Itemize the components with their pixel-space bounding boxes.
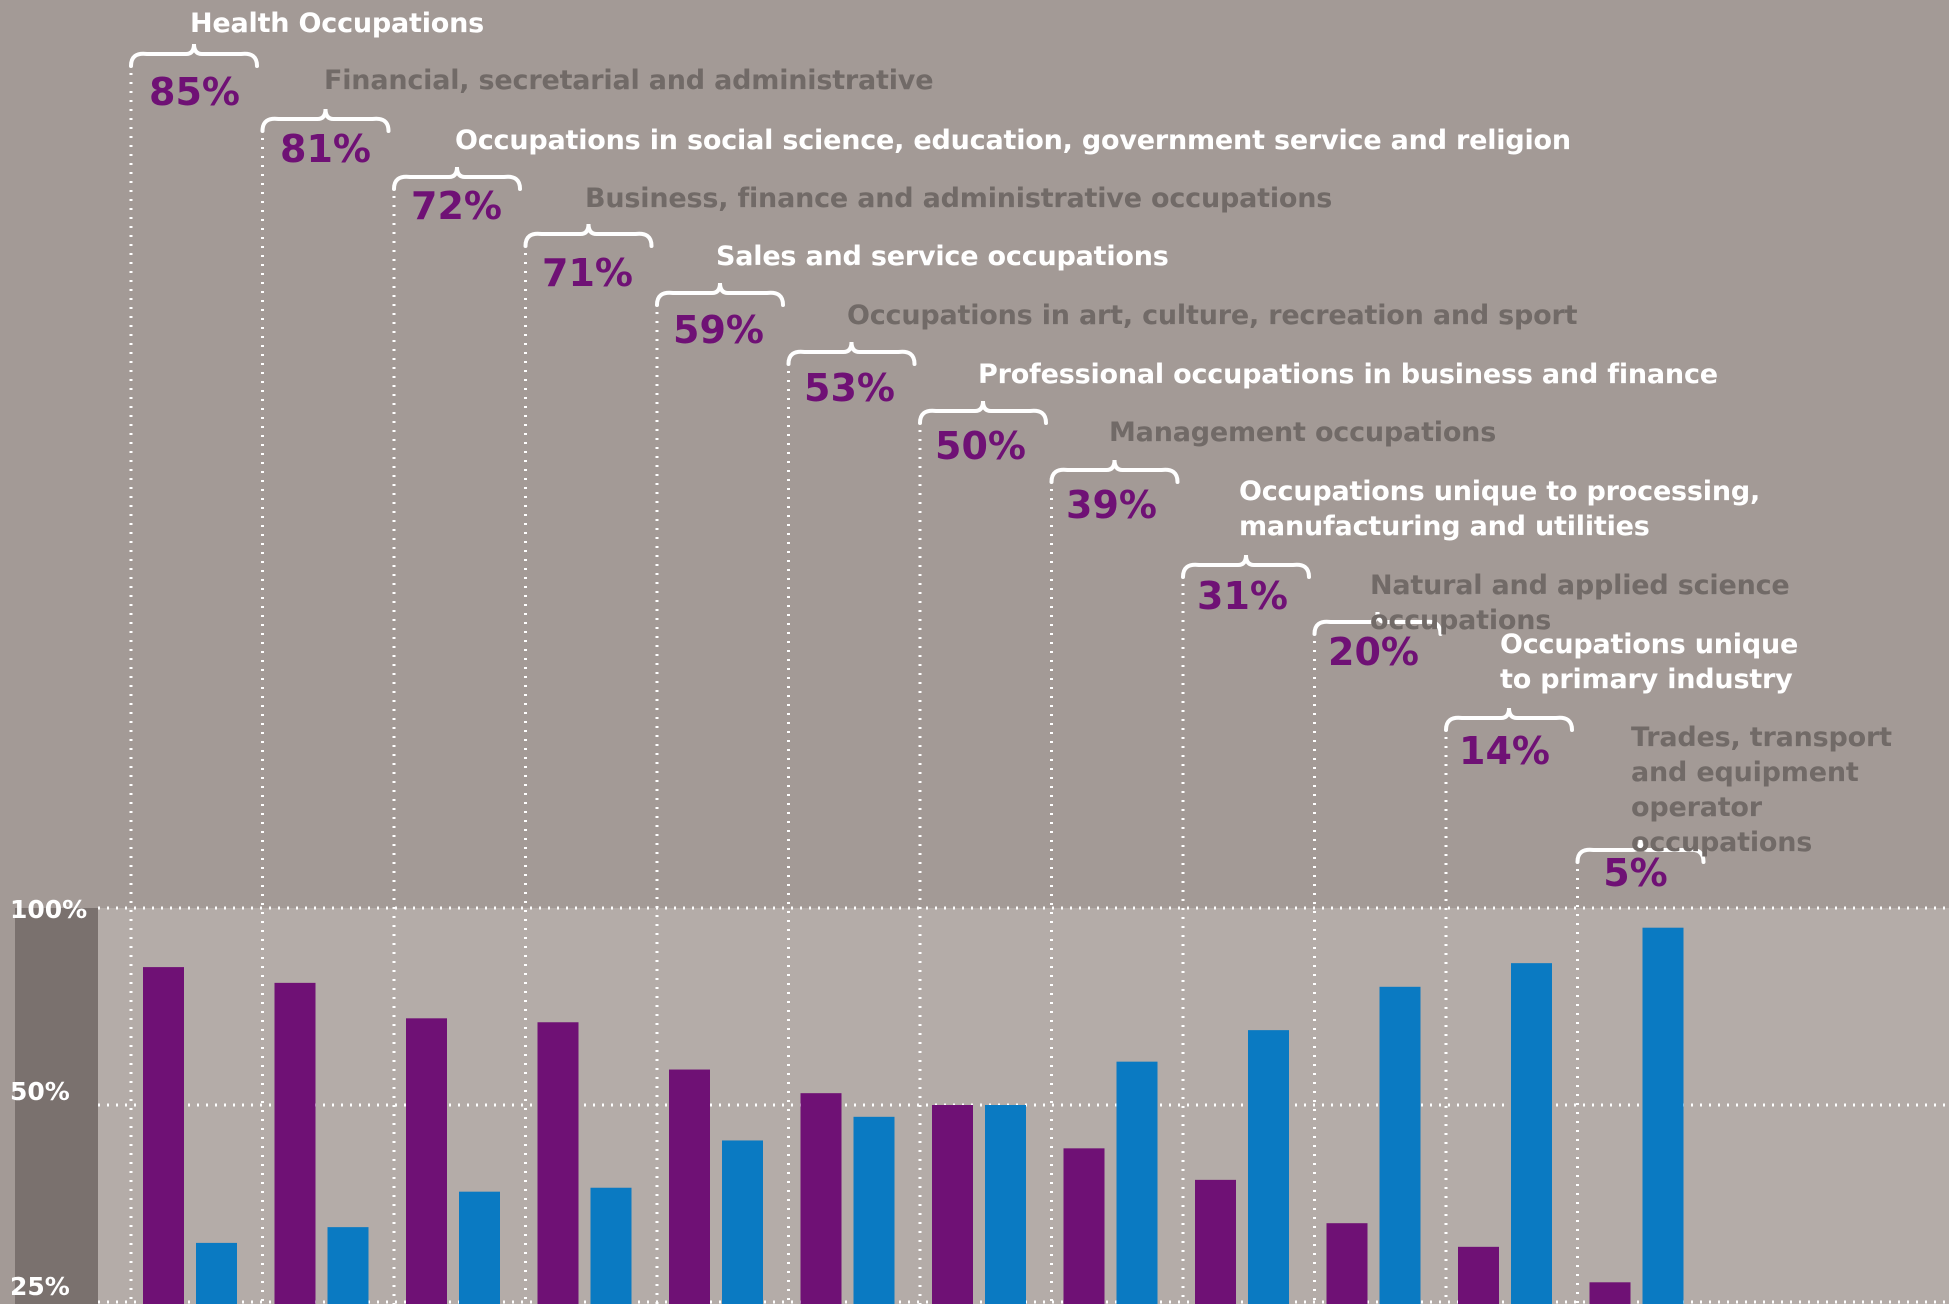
bar-series-2 <box>853 1116 895 1304</box>
brace <box>786 341 917 366</box>
category-label-business-finance-admin: Business, finance and administrative occ… <box>585 183 1333 214</box>
y-tick-100: 100% <box>10 895 88 924</box>
brace <box>1575 839 1706 864</box>
bar-series-1 <box>669 1069 710 1304</box>
bar-series-2 <box>985 1105 1026 1304</box>
brace <box>1312 611 1443 636</box>
percent-label-sales-service: 59% <box>673 308 764 352</box>
brace <box>655 282 785 307</box>
percent-label-processing-manufacturing: 31% <box>1197 574 1288 618</box>
percent-label-trades-transport: 5% <box>1603 851 1668 895</box>
category-label-processing-manufacturing: Occupations unique to processing, manufa… <box>1239 476 1761 542</box>
percent-label-management: 39% <box>1066 483 1157 527</box>
brace <box>129 43 259 68</box>
category-label-trades-transport: Trades, transport and equipment operator… <box>1631 722 1892 858</box>
category-label-social-science: Occupations in social science, education… <box>455 125 1571 156</box>
category-label-sales-service: Sales and service occupations <box>716 241 1169 272</box>
percent-label-business-finance-admin: 71% <box>542 251 633 295</box>
category-label-primary-industry: Occupations unique to primary industry <box>1500 629 1799 695</box>
bar-series-1 <box>1326 1223 1368 1304</box>
y-tick-50: 50% <box>10 1077 70 1106</box>
category-label-natural-applied-science: Natural and applied science occupations <box>1370 570 1790 636</box>
y-axis-band <box>15 908 98 1304</box>
percent-label-health: 85% <box>149 70 240 114</box>
brace <box>392 166 522 191</box>
category-label-financial-secretarial: Financial, secretarial and administrativ… <box>324 65 934 96</box>
bar-series-1 <box>406 1018 447 1304</box>
bar-series-1 <box>274 982 316 1304</box>
bar-series-2 <box>722 1140 763 1304</box>
bar-series-1 <box>143 967 184 1304</box>
category-label-management: Management occupations <box>1109 417 1497 448</box>
bar-series-2 <box>196 1242 237 1304</box>
bar-series-2 <box>459 1191 500 1304</box>
bar-series-2 <box>1116 1061 1158 1304</box>
bar-series-1 <box>800 1093 842 1304</box>
brace <box>523 223 654 248</box>
percent-label-primary-industry: 14% <box>1459 729 1550 773</box>
percent-label-financial-secretarial: 81% <box>280 127 371 171</box>
brace <box>1181 554 1311 579</box>
bar-series-2 <box>1248 1030 1289 1304</box>
bar-series-2 <box>327 1227 369 1304</box>
bar-series-1 <box>1589 1282 1631 1304</box>
brace <box>260 108 391 133</box>
bar-series-2 <box>590 1187 632 1304</box>
percent-label-natural-applied-science: 20% <box>1328 630 1419 674</box>
category-label-professional-business: Professional occupations in business and… <box>978 359 1718 390</box>
category-label-art-culture: Occupations in art, culture, recreation … <box>847 300 1578 331</box>
percent-label-social-science: 72% <box>411 184 502 228</box>
brace <box>1444 707 1574 732</box>
bar-series-2 <box>1642 927 1684 1304</box>
bar-series-2 <box>1379 986 1421 1304</box>
percent-label-art-culture: 53% <box>804 366 895 410</box>
y-tick-25: 25% <box>10 1272 70 1301</box>
brace <box>918 400 1048 425</box>
bar-series-2 <box>1511 963 1552 1304</box>
bar-series-1 <box>1458 1246 1499 1304</box>
category-label-health: Health Occupations <box>190 8 485 39</box>
bar-series-1 <box>1063 1148 1105 1304</box>
percent-label-professional-business: 50% <box>935 424 1026 468</box>
bar-series-1 <box>1195 1179 1236 1304</box>
bar-series-1 <box>537 1022 579 1304</box>
brace <box>1049 459 1180 484</box>
bar-series-1 <box>932 1105 973 1304</box>
